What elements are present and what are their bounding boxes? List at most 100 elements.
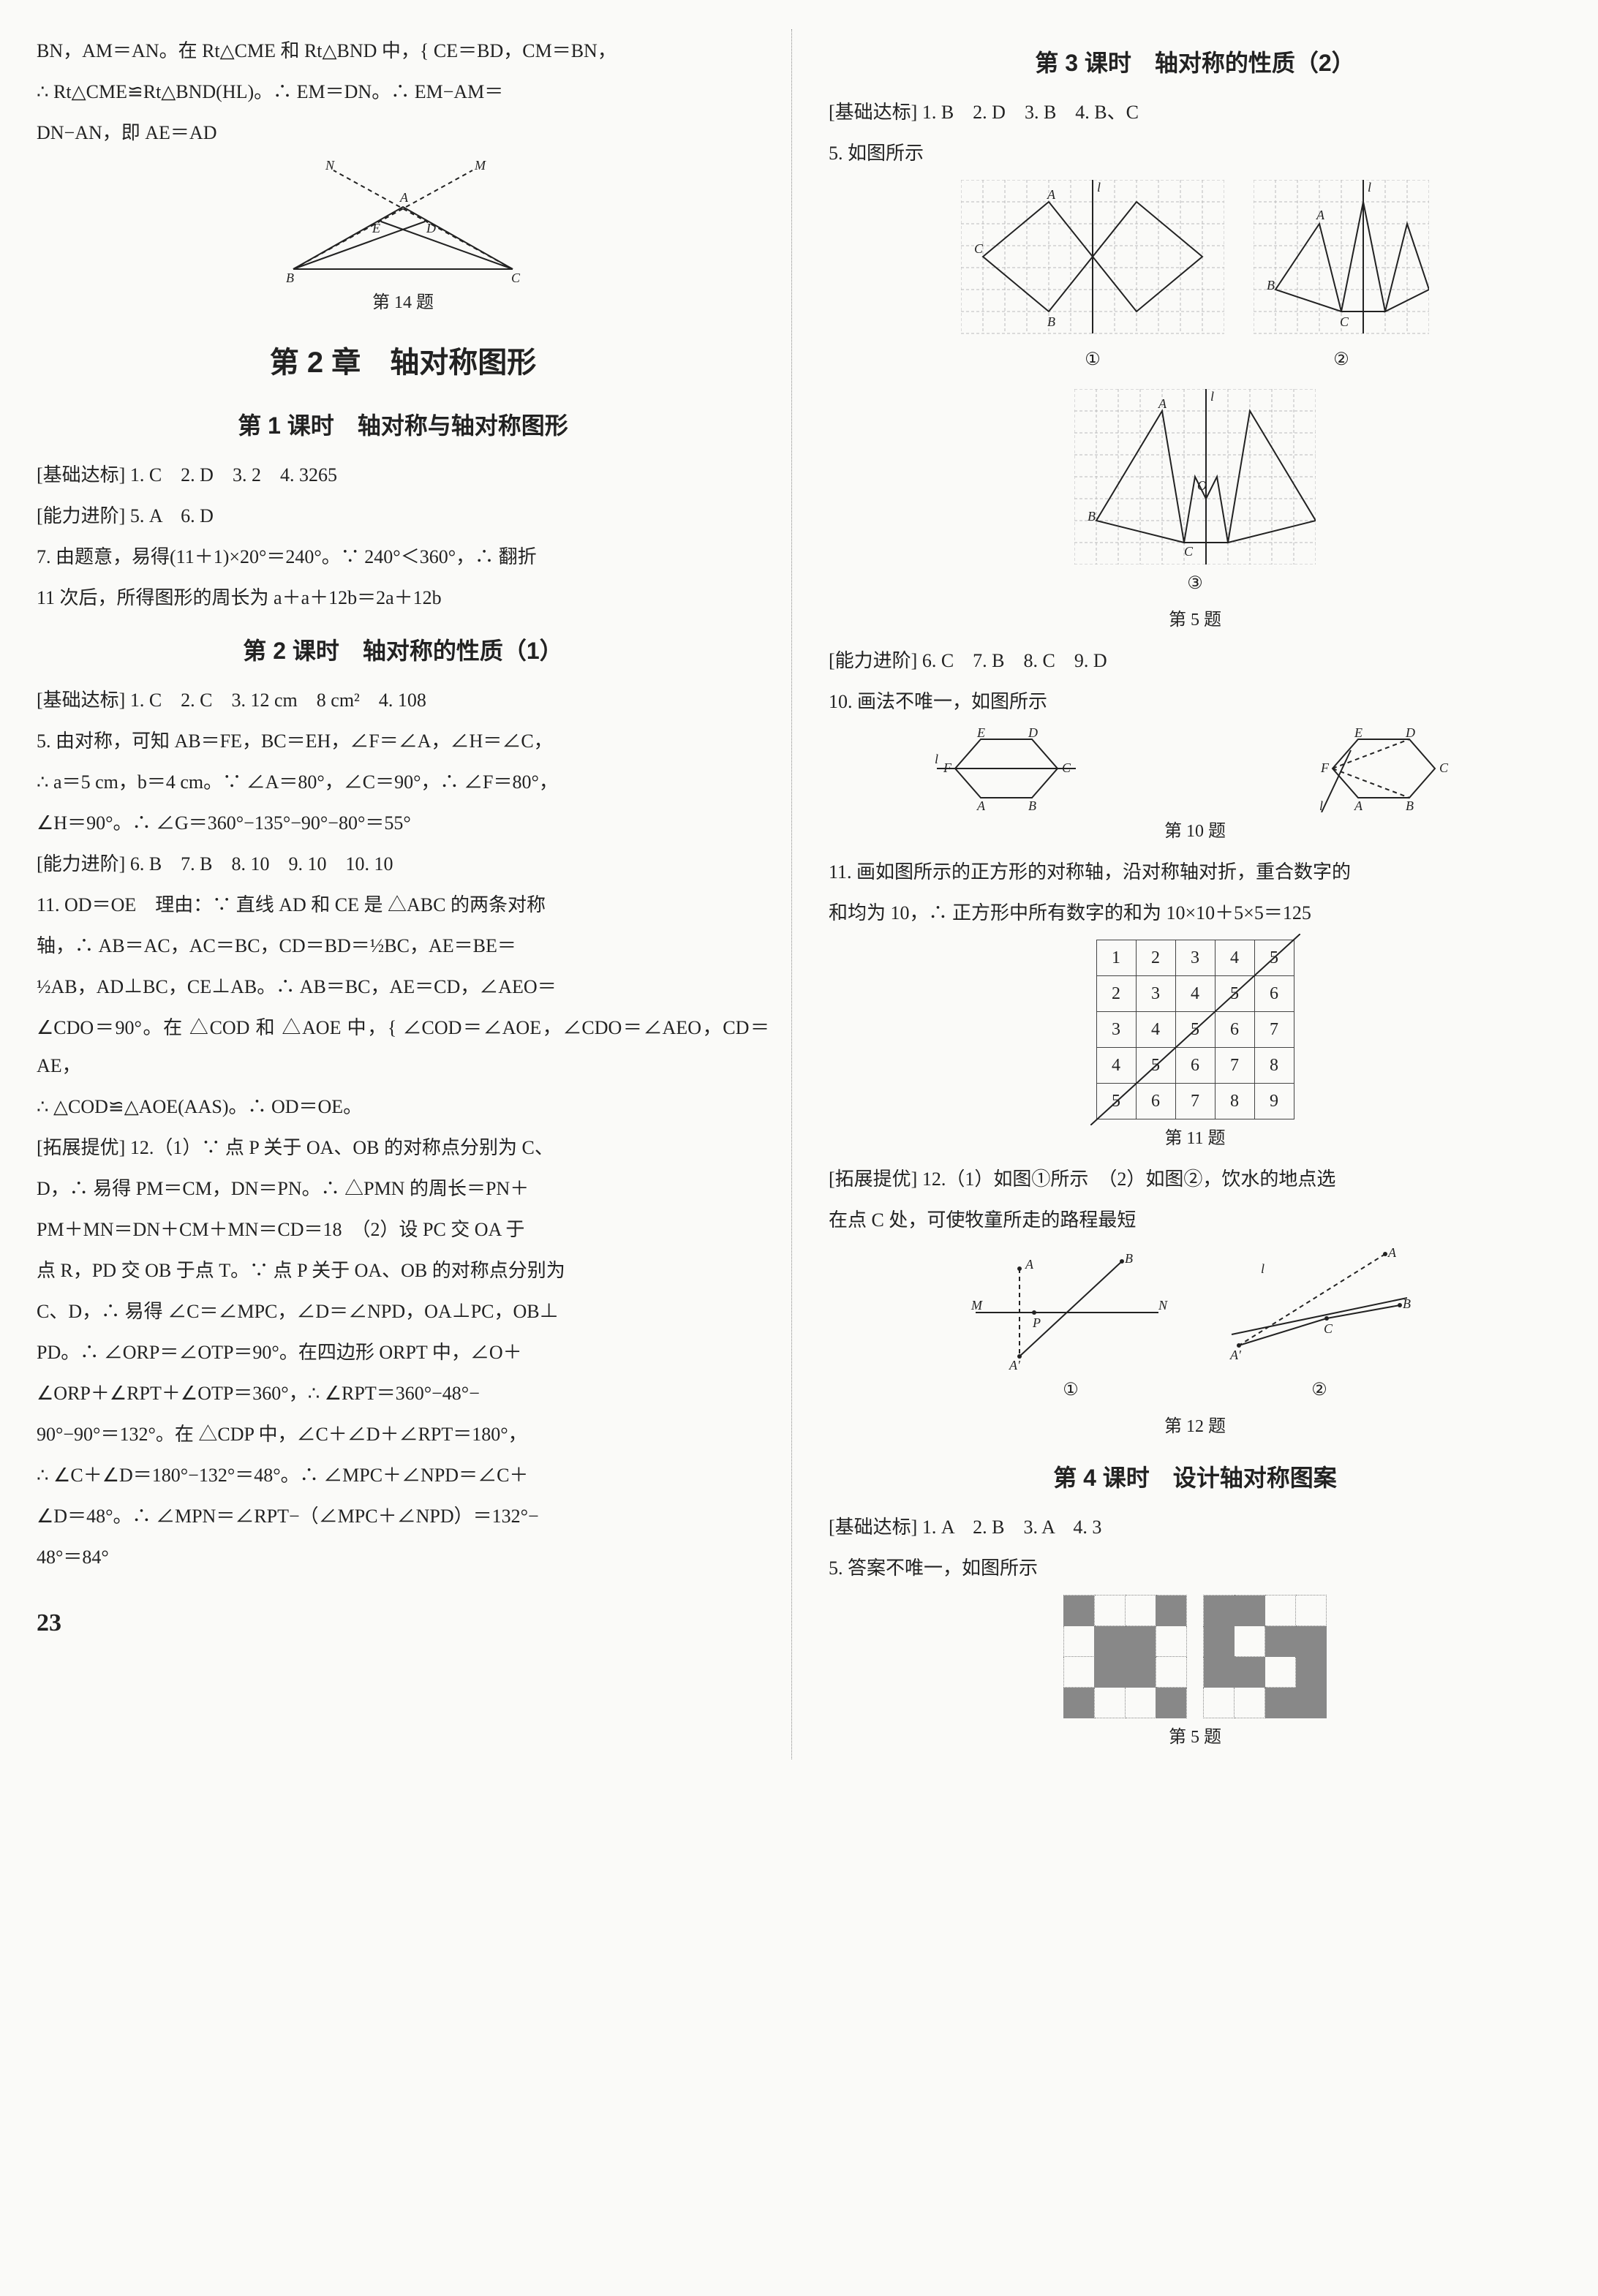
svg-text:A: A bbox=[399, 190, 409, 205]
pattern-cell bbox=[1204, 1626, 1235, 1657]
lesson-3-basic: [基础达标] 1. B 2. D 3. B 4. B、C bbox=[829, 94, 1561, 132]
intro-line-3: DN−AN，即 AE＝AD bbox=[37, 114, 769, 152]
svg-text:B: B bbox=[1267, 278, 1275, 292]
pattern-cell bbox=[1156, 1596, 1186, 1626]
svg-text:l: l bbox=[1210, 389, 1214, 404]
figure-5-caption: 第 5 题 bbox=[829, 603, 1561, 638]
lesson-1-title: 第 1 课时 轴对称与轴对称图形 bbox=[37, 402, 769, 449]
lesson-1-ability-answers: 5. A 6. D bbox=[130, 505, 214, 526]
pattern-cell bbox=[1063, 1657, 1094, 1688]
numgrid-cell: 6 bbox=[1175, 1048, 1215, 1084]
right-column: 第 3 课时 轴对称的性质（2） [基础达标] 1. B 2. D 3. B 4… bbox=[821, 29, 1561, 1759]
lesson-2-q5c: ∠H＝90°。∴ ∠G＝360°−135°−90°−80°＝55° bbox=[37, 804, 769, 842]
svg-text:A: A bbox=[1387, 1247, 1397, 1260]
svg-text:A′: A′ bbox=[1009, 1358, 1021, 1371]
lesson-2-q12g: ∠ORP＋∠RPT＋∠OTP＝360°，∴ ∠RPT＝360°−48°− bbox=[37, 1375, 769, 1413]
svg-text:A′: A′ bbox=[1229, 1348, 1242, 1362]
svg-text:C: C bbox=[1324, 1321, 1333, 1336]
lesson-2-q12f: PD。∴ ∠ORP＝∠OTP＝90°。在四边形 ORPT 中，∠O＋ bbox=[37, 1334, 769, 1372]
numgrid-cell: 4 bbox=[1215, 940, 1254, 976]
numgrid-cell: 8 bbox=[1254, 1048, 1294, 1084]
numgrid-cell: 6 bbox=[1254, 976, 1294, 1012]
pattern-cell bbox=[1235, 1626, 1265, 1657]
svg-text:B: B bbox=[1125, 1251, 1133, 1266]
figure-12: MN P AA′ B ① AA′ bbox=[829, 1247, 1561, 1444]
pattern-cell bbox=[1296, 1657, 1327, 1688]
lesson-3-q5-lead: 5. 如图所示 bbox=[829, 135, 1561, 173]
svg-text:D: D bbox=[426, 221, 436, 235]
pattern-cell bbox=[1125, 1626, 1156, 1657]
lesson-2-q5a: 5. 由对称，可知 AB＝FE，BC＝EH，∠F＝∠A，∠H＝∠C， bbox=[37, 722, 769, 760]
svg-text:C: C bbox=[974, 241, 984, 256]
lesson-1-ability: [能力进阶] 5. A 6. D bbox=[37, 497, 769, 535]
lesson-2-ext: [拓展提优] 12.（1）∵ 点 P 关于 OA、OB 的对称点分别为 C、 bbox=[37, 1129, 769, 1167]
svg-text:F: F bbox=[943, 760, 952, 775]
pattern-cell bbox=[1156, 1688, 1186, 1718]
pattern-cell bbox=[1204, 1688, 1235, 1718]
numgrid-cell: 7 bbox=[1215, 1048, 1254, 1084]
svg-text:l: l bbox=[935, 752, 938, 766]
numgrid-cell: 8 bbox=[1215, 1084, 1254, 1119]
lesson-3-q12a: 12.（1）如图①所示 （2）如图②，饮水的地点选 bbox=[922, 1168, 1336, 1190]
figure-5-caption-3: ③ bbox=[829, 566, 1561, 601]
lesson-2-q12c: PM＋MN＝DN＋CM＋MN＝CD＝18 （2）设 PC 交 OA 于 bbox=[37, 1211, 769, 1249]
figure-5-3: A B C O l ③ bbox=[829, 389, 1561, 601]
svg-text:A: A bbox=[1025, 1257, 1034, 1272]
lesson-2-q11b: 轴，∴ AB＝AC，AC＝BC，CD＝BD＝½BC，AE＝BE＝ bbox=[37, 927, 769, 965]
left-column: BN，AM＝AN。在 Rt△CME 和 Rt△BND 中，{ CE＝BD，CM＝… bbox=[37, 29, 792, 1759]
figure-10: AB CD EF l AB CD EF l 第 10 题 bbox=[829, 728, 1561, 849]
pattern-cell bbox=[1094, 1596, 1125, 1626]
pattern-cell bbox=[1125, 1688, 1156, 1718]
lesson-2-title: 第 2 课时 轴对称的性质（1） bbox=[37, 627, 769, 674]
lesson-2-q12d: 点 R，PD 交 OB 于点 T。∵ 点 P 关于 OA、OB 的对称点分别为 bbox=[37, 1252, 769, 1290]
svg-text:F: F bbox=[1320, 760, 1330, 775]
figure-14-svg: B C A E D N M bbox=[271, 159, 535, 284]
intro-line-1: BN，AM＝AN。在 Rt△CME 和 Rt△BND 中，{ CE＝BD，CM＝… bbox=[37, 32, 769, 70]
lesson-2-q12k: 48°＝84° bbox=[37, 1538, 769, 1576]
numgrid-cell: 1 bbox=[1096, 940, 1136, 976]
svg-text:C: C bbox=[1340, 314, 1349, 329]
lesson-2-q12h: 90°−90°＝132°。在 △CDP 中，∠C＋∠D＋∠RPT＝180°， bbox=[37, 1416, 769, 1454]
lesson-3-basic-answers: 1. B 2. D 3. B 4. B、C bbox=[922, 102, 1139, 123]
svg-text:N: N bbox=[325, 159, 335, 173]
pattern-cell bbox=[1125, 1596, 1156, 1626]
figure-12-1: MN P AA′ B ① bbox=[968, 1247, 1173, 1408]
svg-text:C: C bbox=[1184, 544, 1194, 559]
lesson-2-q11a: 11. OD＝OE 理由：∵ 直线 AD 和 CE 是 △ABC 的两条对称 bbox=[37, 886, 769, 924]
svg-text:M: M bbox=[971, 1298, 983, 1313]
ext-label: [拓展提优] bbox=[37, 1137, 125, 1158]
svg-text:B: B bbox=[1028, 798, 1036, 812]
pattern-grid-2 bbox=[1203, 1595, 1327, 1718]
numgrid-cell: 3 bbox=[1096, 1012, 1136, 1048]
ability-label-2: [能力进阶] bbox=[37, 853, 125, 875]
pattern-cell bbox=[1204, 1596, 1235, 1626]
lesson-2-q12e: C、D，∴ 易得 ∠C＝∠MPC，∠D＝∠NPD，OA⊥PC，OB⊥ bbox=[37, 1293, 769, 1331]
lesson-3-ability-answers: 6. C 7. B 8. C 9. D bbox=[922, 650, 1107, 671]
svg-text:D: D bbox=[1028, 728, 1038, 740]
svg-text:D: D bbox=[1405, 728, 1415, 740]
lesson-2-basic: [基础达标] 1. C 2. C 3. 12 cm 8 cm² 4. 108 bbox=[37, 681, 769, 720]
figure-12-2: AA′ BC l ② bbox=[1217, 1247, 1422, 1408]
numgrid-cell: 3 bbox=[1175, 940, 1215, 976]
basic-label-4: [基础达标] bbox=[829, 1517, 917, 1538]
svg-text:O: O bbox=[1197, 478, 1207, 493]
pattern-cell bbox=[1235, 1657, 1265, 1688]
lesson-1-basic-answers: 1. C 2. D 3. 2 4. 3265 bbox=[130, 464, 337, 486]
intro-line-2: ∴ Rt△CME≌Rt△BND(HL)。∴ EM＝DN。∴ EM−AM＝ bbox=[37, 73, 769, 111]
svg-text:l: l bbox=[1368, 180, 1371, 195]
pattern-cell bbox=[1204, 1657, 1235, 1688]
svg-text:E: E bbox=[976, 728, 985, 740]
lesson-4-q5-lead: 5. 答案不唯一，如图所示 bbox=[829, 1549, 1561, 1587]
svg-text:P: P bbox=[1032, 1315, 1041, 1330]
pattern-cell bbox=[1265, 1596, 1296, 1626]
svg-text:C: C bbox=[1439, 760, 1449, 775]
lesson-4-figure-5-caption: 第 5 题 bbox=[829, 1720, 1561, 1755]
svg-text:C: C bbox=[1062, 760, 1071, 775]
lesson-2-q12j: ∠D＝48°。∴ ∠MPN＝∠RPT−（∠MPC＋∠NPD）＝132°− bbox=[37, 1498, 769, 1536]
lesson-4-basic: [基础达标] 1. A 2. B 3. A 4. 3 bbox=[829, 1508, 1561, 1547]
svg-text:B: B bbox=[1406, 798, 1414, 812]
lesson-2-q12i: ∴ ∠C＋∠D＝180°−132°＝48°。∴ ∠MPC＋∠NPD＝∠C＋ bbox=[37, 1457, 769, 1495]
lesson-2-ability: [能力进阶] 6. B 7. B 8. 10 9. 10 10. 10 bbox=[37, 845, 769, 883]
lesson-1-q7b: 11 次后，所得图形的周长为 a＋a＋12b＝2a＋12b bbox=[37, 579, 769, 617]
numgrid-cell: 5 bbox=[1096, 1084, 1136, 1119]
